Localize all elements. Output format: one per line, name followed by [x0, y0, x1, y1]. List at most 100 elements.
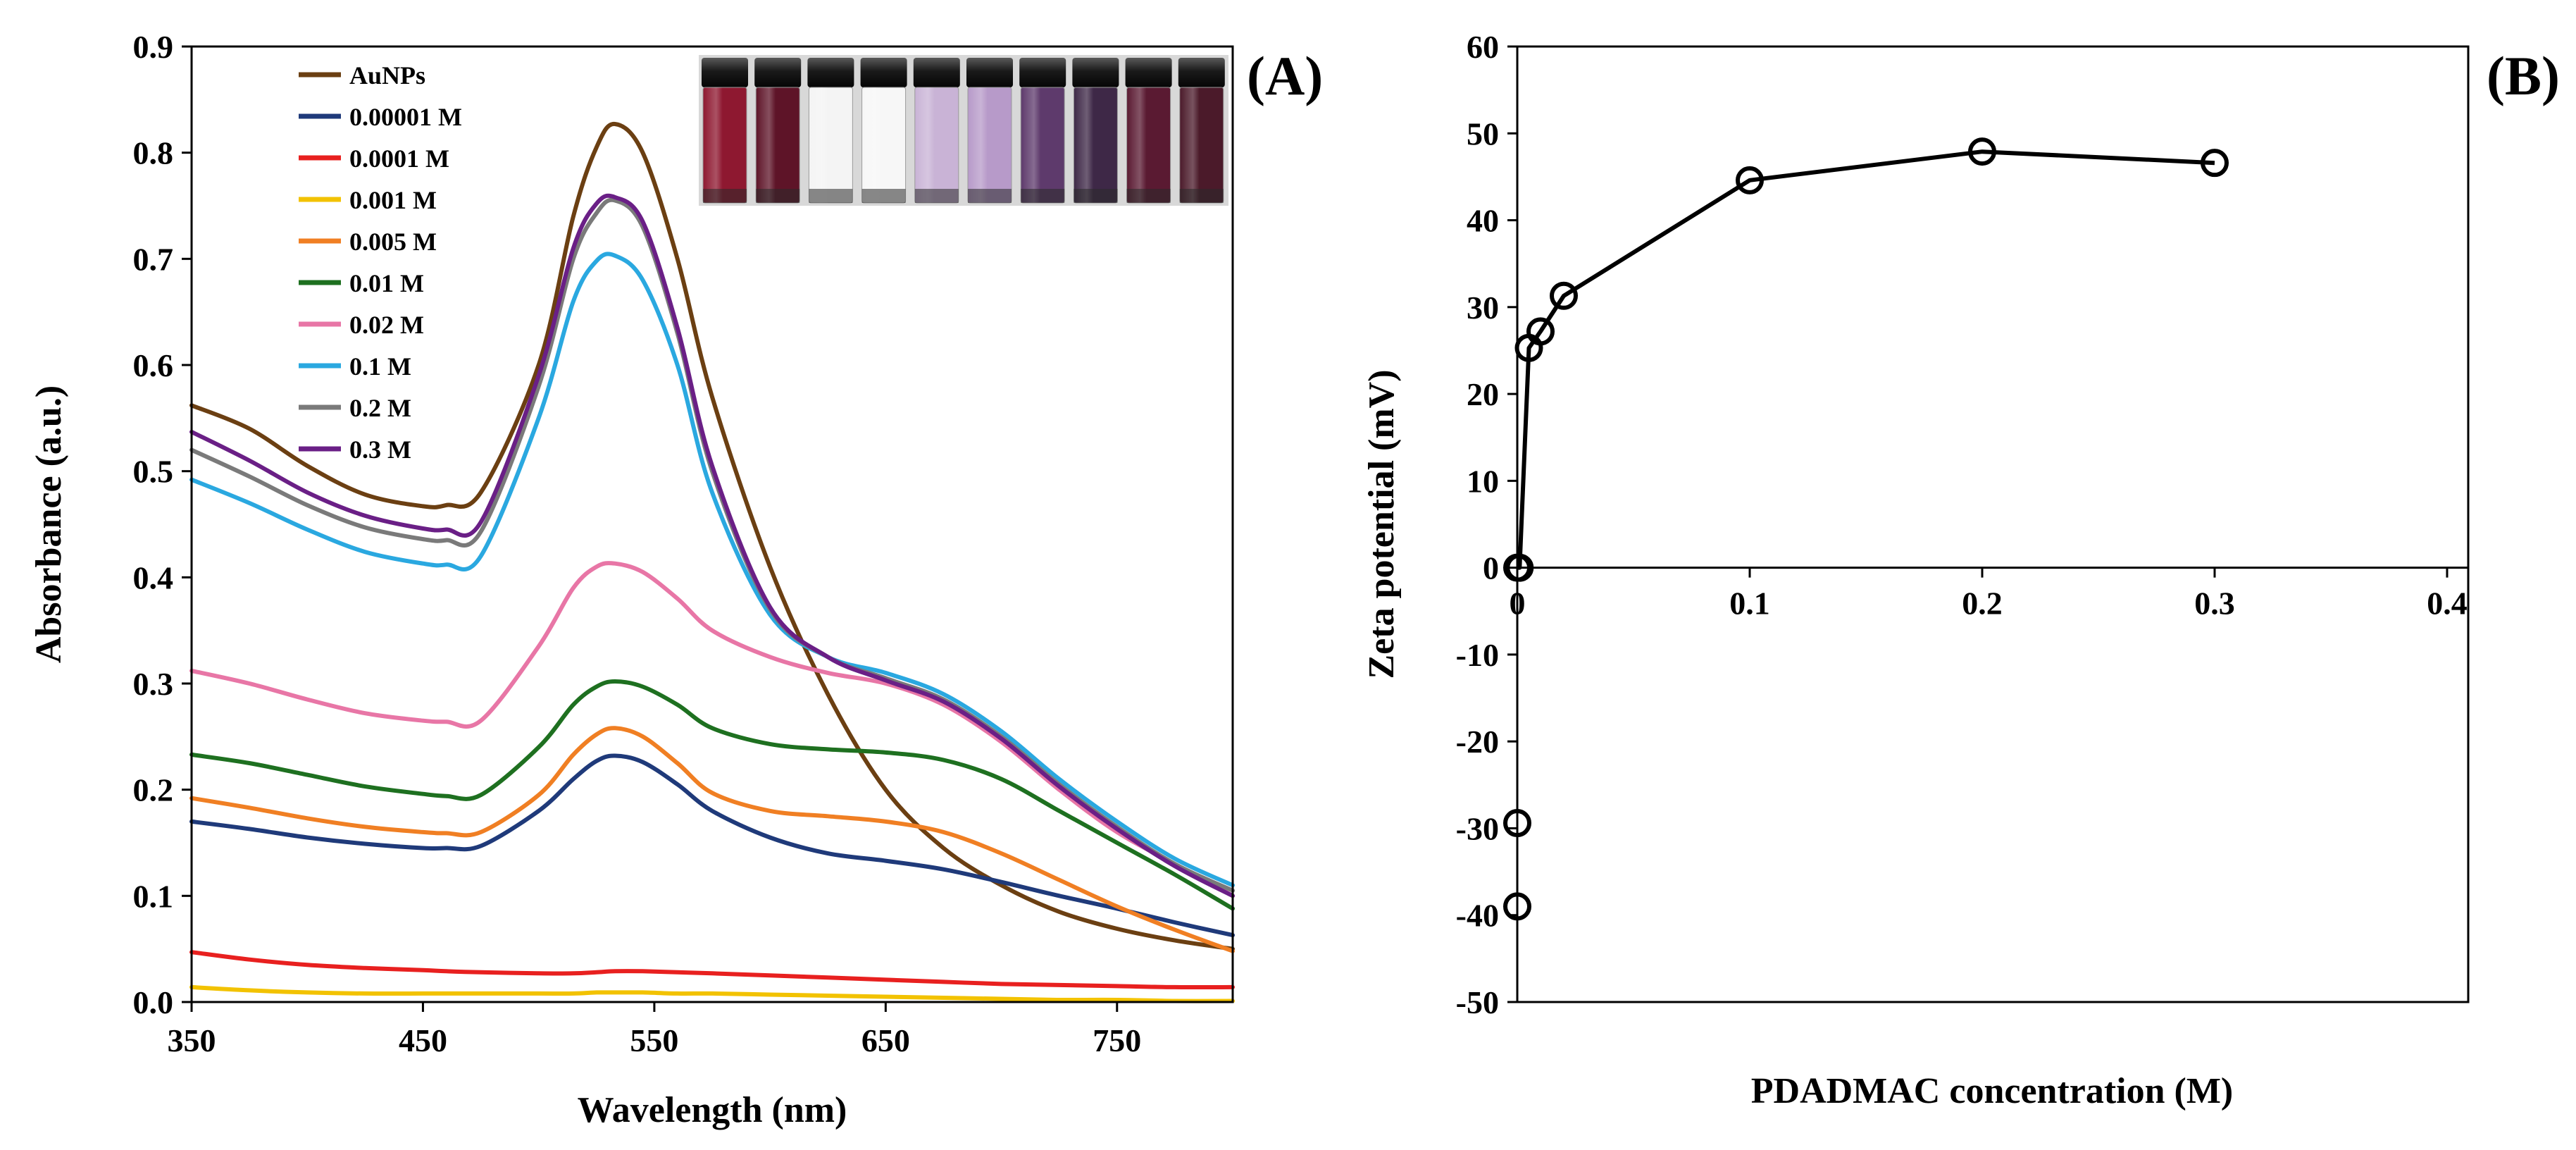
a-y-axis-title: Absorbance (a.u.)	[29, 385, 69, 663]
vial-cap	[1178, 58, 1225, 87]
b-y-tick-label: 20	[1467, 376, 1499, 412]
a-y-tick-label: 0.3	[133, 666, 174, 702]
a-legend: AuNPs 0.00001 M 0.0001 M 0.001 M 0.005 M 0.01…	[299, 61, 462, 464]
a-series-line	[189, 753, 1235, 938]
vial-base	[861, 189, 906, 203]
b-y-axis-title: Zeta potential (mV)	[1362, 369, 1402, 679]
vial-shine	[756, 87, 800, 203]
legend-label: 0.02 M	[349, 311, 424, 339]
b-axis-ticks	[1507, 45, 2449, 1003]
b-y-tick-label: -10	[1456, 637, 1499, 673]
b-panel-label: (B)	[2487, 45, 2560, 106]
b-data-point	[1526, 317, 1555, 346]
vial-base	[1179, 189, 1224, 203]
vial-shine	[968, 87, 1012, 203]
a-x-tick-labels: 350 450 550 650 750	[168, 1022, 1142, 1058]
b-y-tick-label: -40	[1456, 898, 1499, 934]
b-series	[1503, 137, 2229, 921]
b-data-point	[2201, 149, 2229, 178]
a-series-line	[189, 679, 1235, 911]
a-x-tick-label: 350	[168, 1022, 216, 1058]
a-series-line	[189, 252, 1235, 888]
vial-cap	[1072, 58, 1119, 87]
vial-cap	[1125, 58, 1172, 87]
vial-cap	[754, 58, 802, 87]
a-x-tick-label: 450	[399, 1022, 447, 1058]
b-x-tick-label: 0.3	[2194, 586, 2235, 622]
legend-label: 0.0001 M	[349, 144, 449, 173]
legend-label: 0.01 M	[349, 269, 424, 297]
vial-base	[1074, 189, 1118, 203]
a-y-tick-label: 0.5	[133, 454, 174, 490]
vial-base	[1126, 189, 1171, 203]
b-x-axis-title: PDADMAC concentration (M)	[1751, 1071, 2233, 1111]
a-x-tick-label: 750	[1093, 1022, 1141, 1058]
b-y-tick-label: -30	[1456, 810, 1499, 846]
a-panel-label: (A)	[1247, 45, 1323, 106]
vial-base	[1021, 189, 1065, 203]
b-y-tick-label: 60	[1467, 29, 1499, 65]
legend-label: 0.005 M	[349, 228, 437, 256]
a-series-line	[189, 726, 1235, 953]
vial-shine	[1126, 87, 1171, 203]
legend-label: 0.001 M	[349, 186, 437, 214]
a-x-tick-label: 650	[861, 1022, 910, 1058]
legend-label: 0.3 M	[349, 435, 411, 464]
absorbance-chart: 0.0 0.1 0.2 0.3 0.4 0.5 0.6 0.7 0.8 0.9 350 450 550…	[29, 29, 1323, 1130]
a-y-tick-label: 0.2	[133, 772, 174, 808]
b-x-tick-label: 0.1	[1729, 586, 1770, 622]
legend-label: 0.00001 M	[349, 103, 462, 131]
legend-label: 0.2 M	[349, 394, 411, 422]
b-x-tick-label: 0	[1510, 586, 1526, 622]
a-series-lines	[189, 121, 1235, 1003]
a-series-line	[189, 193, 1235, 898]
a-y-tick-label: 0.6	[133, 347, 174, 383]
a-y-tick-label: 0.7	[133, 241, 174, 277]
vial-base	[703, 189, 747, 203]
b-y-tick-label: -50	[1456, 984, 1499, 1020]
b-x-tick-label: 0.2	[1962, 586, 2003, 622]
a-plot-frame	[190, 45, 1234, 1003]
a-series-line	[189, 561, 1235, 898]
vial-shine	[1074, 87, 1118, 203]
a-series-line	[189, 984, 1235, 1003]
vial-shine	[861, 87, 906, 203]
b-y-tick-labels: -50 -40 -30 -20 -10 0 10 20 30 40 50 60	[1456, 29, 1499, 1020]
vial-cap	[860, 58, 907, 87]
vial-base	[756, 189, 800, 203]
b-y-tick-label: 30	[1467, 290, 1499, 326]
b-x-tick-labels: 0 0.1 0.2 0.3 0.4	[1510, 586, 2468, 622]
b-series-line	[1517, 149, 2215, 570]
b-y-tick-label: 10	[1467, 463, 1499, 499]
vials-photo	[699, 55, 1228, 206]
vial-shine	[1179, 87, 1224, 203]
vial-base	[809, 189, 853, 203]
b-x-tick-label: 0.4	[2427, 586, 2468, 622]
b-data-point	[1503, 809, 1531, 838]
vial-cap	[966, 58, 1013, 87]
vial-shine	[1021, 87, 1065, 203]
a-axis-ticks	[182, 45, 1119, 1012]
legend-label: 0.1 M	[349, 352, 411, 381]
b-y-tick-label: 0	[1483, 550, 1499, 586]
vial-base	[914, 189, 959, 203]
vial-cap	[913, 58, 960, 87]
a-x-tick-label: 550	[630, 1022, 678, 1058]
b-data-point	[1503, 892, 1531, 921]
a-y-tick-label: 0.1	[133, 878, 174, 914]
legend-label: AuNPs	[349, 61, 425, 89]
a-x-axis-title: Wavelength (nm)	[578, 1090, 847, 1130]
a-y-tick-label: 0.0	[133, 984, 174, 1020]
vial-shine	[809, 87, 853, 203]
b-y-tick-label: 50	[1467, 116, 1499, 152]
vial-shine	[914, 87, 959, 203]
b-data-point	[1736, 166, 1764, 194]
b-data-point	[1550, 281, 1578, 310]
a-y-tick-labels: 0.0 0.1 0.2 0.3 0.4 0.5 0.6 0.7 0.8 0.9	[133, 29, 174, 1020]
a-series-line	[189, 121, 1235, 951]
b-plot-frame	[1516, 45, 2470, 1003]
vial-cap	[702, 58, 748, 87]
b-data-point	[1505, 553, 1534, 582]
